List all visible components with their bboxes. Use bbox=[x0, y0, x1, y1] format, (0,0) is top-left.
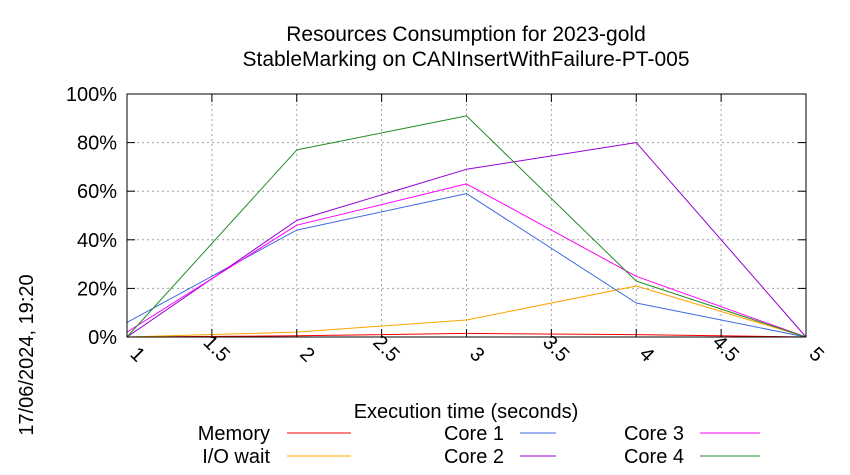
legend-label-core-2: Core 2 bbox=[444, 446, 504, 468]
series-line-core-2 bbox=[126, 142, 807, 338]
legend-label-memory: Memory bbox=[198, 423, 270, 445]
chart-subtitle: StableMarking on CANInsertWithFailure-PT… bbox=[242, 48, 689, 71]
y-tick-label: 40% bbox=[77, 230, 117, 252]
series-line-core-4 bbox=[126, 115, 807, 338]
y-tick-label: 0% bbox=[88, 327, 117, 349]
x-axis-label: Execution time (seconds) bbox=[354, 401, 579, 423]
y-tick-label: 100% bbox=[66, 84, 117, 106]
x-tick-label: 2 bbox=[295, 343, 318, 366]
x-tick-label: 5 bbox=[805, 343, 828, 366]
x-tick-label: 3 bbox=[465, 343, 488, 366]
series-line-i-o-wait bbox=[126, 285, 807, 338]
series-line-core-3 bbox=[126, 183, 807, 338]
legend-label-core-1: Core 1 bbox=[444, 423, 504, 445]
grid bbox=[127, 94, 806, 337]
legend-label-i-o-wait: I/O wait bbox=[202, 446, 270, 468]
chart-title: Resources Consumption for 2023-gold bbox=[286, 23, 646, 46]
timestamp-label: 17/06/2024, 19:20 bbox=[16, 274, 38, 435]
x-tick-label: 1 bbox=[126, 343, 149, 366]
y-tick-label: 60% bbox=[77, 181, 117, 203]
legend-label-core-3: Core 3 bbox=[624, 423, 684, 445]
x-axis: 1 1.5 2 2.5 3 3.5 4 4.5 5 bbox=[126, 94, 828, 367]
legend-label-core-4: Core 4 bbox=[624, 446, 684, 468]
y-tick-label: 20% bbox=[77, 278, 117, 300]
y-axis: 0% 20% 40% 60% 80% 100% bbox=[66, 84, 806, 349]
x-tick-label: 4 bbox=[635, 343, 658, 366]
y-tick-label: 80% bbox=[77, 133, 117, 155]
